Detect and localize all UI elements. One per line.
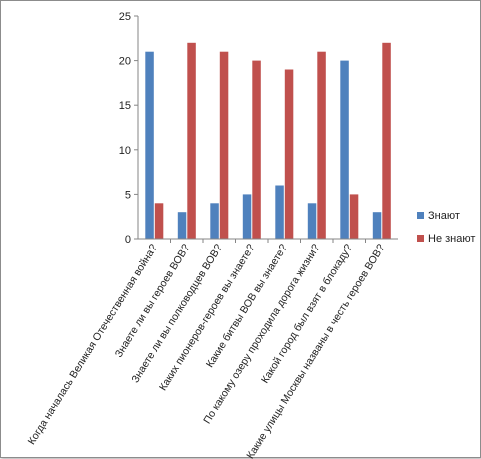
legend-swatch-know <box>417 212 424 219</box>
bar-not-know <box>252 60 261 239</box>
bar-know <box>275 185 284 239</box>
legend-label-not-know: Не знают <box>428 233 475 245</box>
bar-not-know <box>219 51 229 240</box>
legend-swatch-not-know <box>417 235 424 242</box>
bar-know <box>372 212 382 239</box>
bars-group <box>145 42 391 240</box>
y-tick-label: 0 <box>125 234 131 246</box>
bar-not-know <box>382 42 391 239</box>
bar-not-know <box>187 42 196 239</box>
bar-know <box>210 203 219 239</box>
bar-know <box>242 194 252 239</box>
bar-not-know <box>349 194 359 239</box>
y-tick-label: 20 <box>119 56 131 68</box>
y-tick-label: 10 <box>119 145 131 157</box>
x-category-label: Когда началась Великая Отечественная вой… <box>26 242 160 447</box>
legend-label-know: Знают <box>428 210 460 222</box>
bar-not-know <box>154 203 164 239</box>
bar-know <box>340 60 349 239</box>
bar-not-know <box>284 69 294 239</box>
bar-know <box>307 203 317 239</box>
bar-know <box>177 212 187 239</box>
y-tick-label: 25 <box>119 11 131 23</box>
y-tick-label: 5 <box>125 189 131 201</box>
x-categories-group: Когда началась Великая Отечественная вой… <box>26 239 387 459</box>
bar-know <box>145 51 154 240</box>
y-ticks-group: 0 5 10 15 20 25 <box>119 11 138 246</box>
y-tick-label: 15 <box>119 100 131 112</box>
bar-not-know <box>317 51 326 240</box>
legend: Знают Не знают <box>417 210 475 245</box>
